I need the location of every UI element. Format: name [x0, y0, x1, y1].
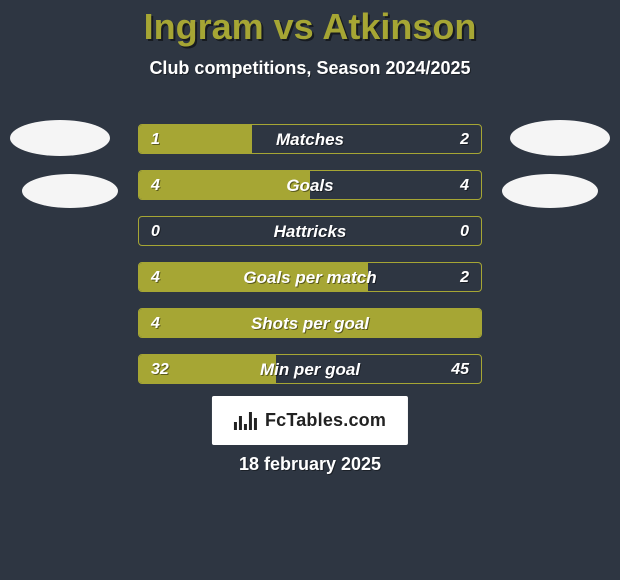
stat-row: 12Matches [138, 124, 482, 154]
date-stamp: 18 february 2025 [0, 454, 620, 475]
club-right-crest [502, 174, 598, 208]
stat-row: 42Goals per match [138, 262, 482, 292]
stat-label: Min per goal [139, 355, 481, 384]
player-left-avatar [10, 120, 110, 156]
stat-row: 00Hattricks [138, 216, 482, 246]
stat-label: Hattricks [139, 217, 481, 246]
stat-row: 4Shots per goal [138, 308, 482, 338]
club-left-crest [22, 174, 118, 208]
site-logo: FcTables.com [212, 396, 408, 445]
subtitle: Club competitions, Season 2024/2025 [0, 58, 620, 79]
stat-row: 44Goals [138, 170, 482, 200]
stat-label: Goals [139, 171, 481, 200]
stat-label: Matches [139, 125, 481, 154]
player-right-avatar [510, 120, 610, 156]
stat-rows: 12Matches 44Goals 00Hattricks 42Goals per m… [138, 124, 482, 400]
stat-label: Shots per goal [139, 309, 481, 338]
page-title: Ingram vs Atkinson [0, 0, 620, 48]
stat-label: Goals per match [139, 263, 481, 292]
bar-chart-icon [234, 412, 257, 430]
stat-row: 3245Min per goal [138, 354, 482, 384]
site-logo-text: FcTables.com [265, 410, 386, 431]
comparison-card: Ingram vs Atkinson Club competitions, Se… [0, 0, 620, 580]
